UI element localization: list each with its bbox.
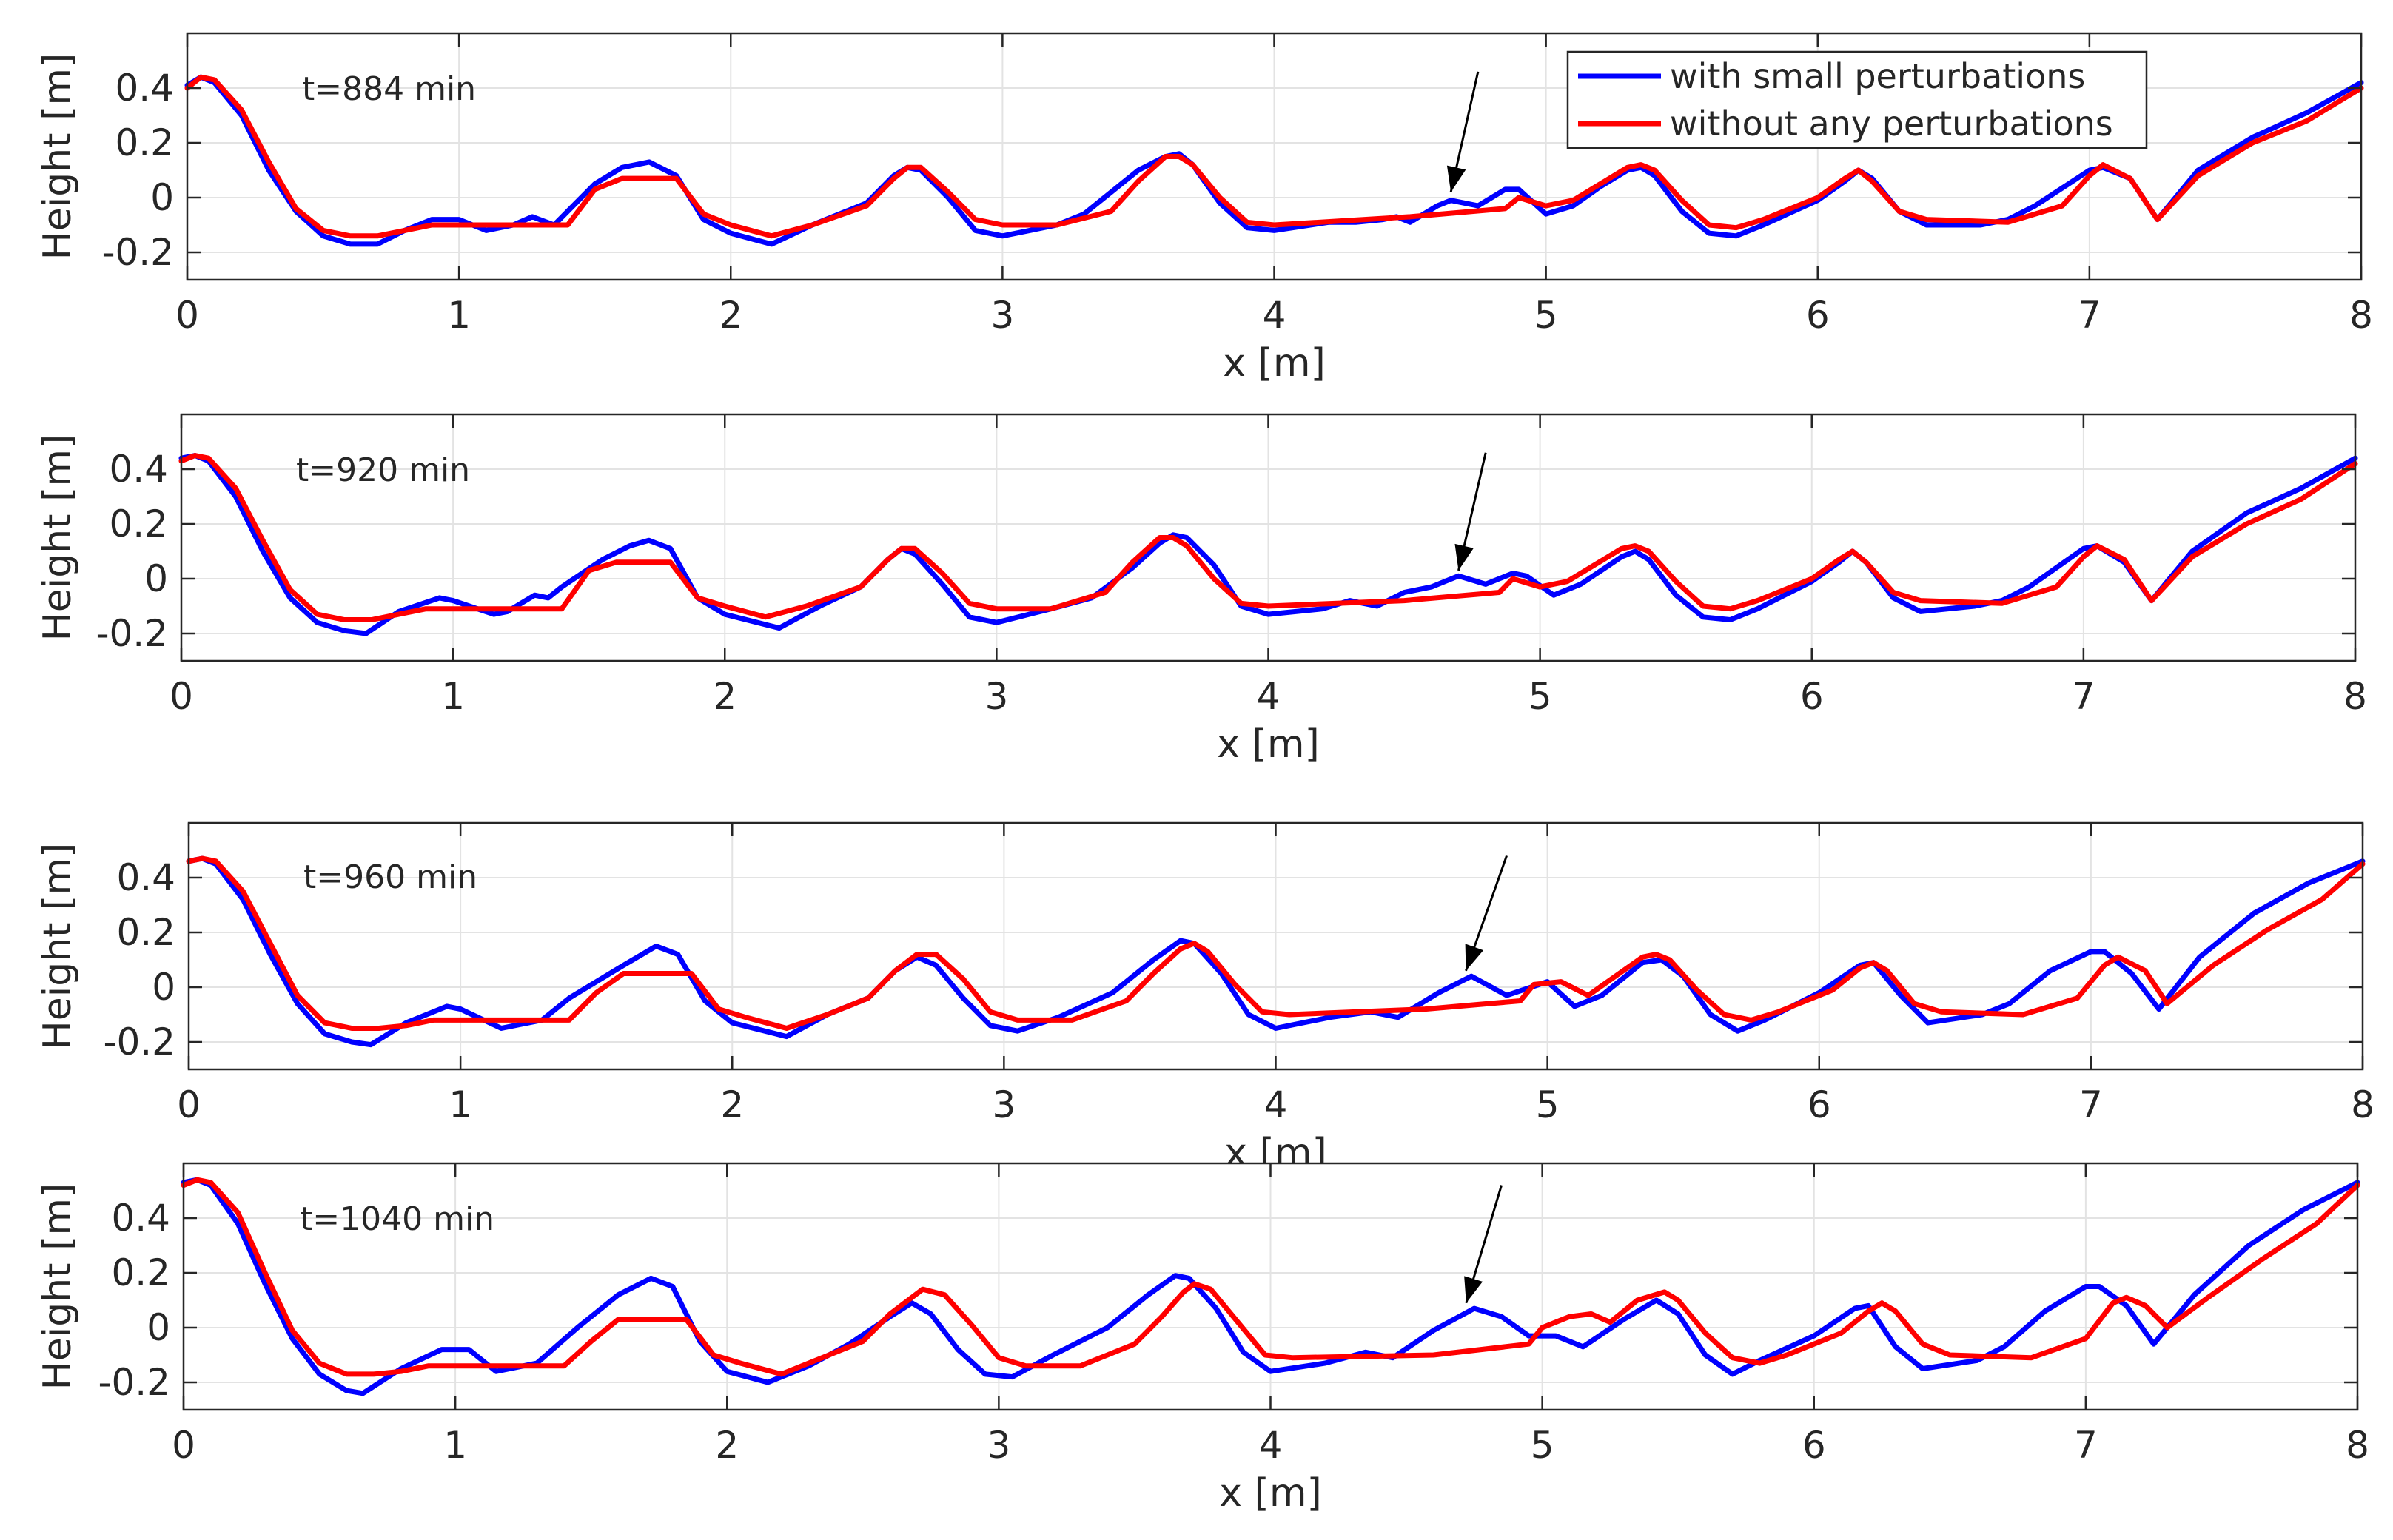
x-tick-label: 1 [447,294,471,337]
x-tick-label: 7 [2072,675,2095,718]
x-tick-label: 3 [990,294,1014,337]
x-tick-label: 2 [715,1424,739,1467]
x-tick-label: 4 [1264,1083,1288,1126]
x-axis-label: x [m] [1223,341,1326,386]
legend-label: with small perturbations [1670,56,2085,96]
y-tick-label: 0.2 [116,911,175,954]
x-tick-label: 7 [2079,1083,2103,1126]
x-tick-label: 0 [177,1083,201,1126]
time-annotation: t=960 min [303,858,477,896]
x-tick-label: 5 [1534,294,1558,337]
y-tick-label: 0.2 [115,121,174,164]
time-annotation: t=1040 min [300,1200,494,1238]
y-tick-label: 0 [147,1306,170,1349]
x-tick-label: 7 [2078,294,2101,337]
series-line-without-perturbations [178,453,2358,622]
y-axis-label: Height [m] [36,1183,80,1391]
x-tick-label: 6 [1808,1083,1831,1126]
x-tick-label: 3 [987,1424,1010,1467]
arrow-head-icon [1446,165,1466,192]
x-tick-label: 8 [2351,1083,2374,1126]
x-axis-label: x [m] [1219,1471,1322,1516]
x-tick-label: 3 [984,675,1008,718]
x-tick-label: 1 [441,675,465,718]
x-tick-label: 1 [443,1424,467,1467]
time-annotation: t=884 min [302,70,476,108]
x-tick-label: 2 [719,294,742,337]
y-tick-label: 0.4 [109,448,168,491]
x-tick-label: 4 [1259,1424,1283,1467]
y-tick-label: 0 [150,176,174,219]
subplots: 0 1 2 3 4 5 6 7 8-0.200.20.4x [m]Height [m] t=884… [36,32,2374,1516]
y-tick-label: 0.4 [115,67,174,110]
x-tick-label: 4 [1257,675,1281,718]
series-line-with-perturbations [181,1177,2360,1396]
y-tick-label: 0.4 [111,1197,170,1240]
legend-box [1566,50,2148,149]
x-tick-label: 0 [175,294,199,337]
x-tick-label: 8 [2346,1424,2369,1467]
y-tick-label: -0.2 [95,612,168,655]
x-tick-label: 7 [2074,1424,2098,1467]
x-tick-label: 8 [2343,675,2367,718]
subplot-2: 0 1 2 3 4 5 6 7 8-0.200.20.4x [m]Height [m] t=920… [36,413,2367,767]
series-line-without-perturbations [184,74,2364,239]
x-tick-label: 1 [449,1083,472,1126]
x-tick-label: 6 [1806,294,1830,337]
x-tick-label: 5 [1536,1083,1560,1126]
legend: with small perturbations without any pert… [1566,50,2148,149]
subplot-3: 0 1 2 3 4 5 6 7 8-0.200.20.4x [m]Height [m] t=960… [36,821,2374,1175]
series-line-without-perturbations [181,1177,2360,1377]
x-tick-label: 2 [713,675,736,718]
y-tick-label: -0.2 [103,1020,175,1063]
y-axis-label: Height [m] [36,843,80,1050]
subplot-4: 0 1 2 3 4 5 6 7 8-0.200.20.4x [m]Height [m] t=104… [36,1162,2369,1516]
time-annotation: t=920 min [296,451,470,489]
y-tick-label: 0.2 [111,1251,170,1294]
x-tick-label: 0 [170,675,193,718]
y-tick-label: 0 [144,557,168,600]
x-tick-label: 5 [1531,1424,1554,1467]
x-tick-label: 4 [1263,294,1286,337]
x-axis-label: x [m] [1217,722,1320,767]
y-tick-label: -0.2 [98,1361,170,1404]
arrow-head-icon [1465,944,1484,971]
x-tick-label: 6 [1802,1424,1826,1467]
x-tick-label: 6 [1800,675,1824,718]
legend-label: without any perturbations [1670,104,2113,144]
y-tick-label: 0.2 [109,502,168,545]
arrow-head-icon [1464,1276,1483,1303]
x-tick-label: 5 [1528,675,1552,718]
x-tick-label: 0 [172,1424,195,1467]
arrow-head-icon [1454,543,1474,571]
series-line-without-perturbations [186,855,2366,1031]
x-tick-label: 3 [992,1083,1016,1126]
y-tick-label: -0.2 [101,231,174,274]
x-tick-label: 2 [720,1083,744,1126]
y-tick-label: 0.4 [116,856,175,899]
y-axis-label: Height [m] [36,53,80,260]
x-tick-label: 8 [2349,294,2373,337]
y-axis-label: Height [m] [36,434,80,642]
series-line-with-perturbations [186,855,2366,1048]
y-tick-label: 0 [152,966,175,1009]
